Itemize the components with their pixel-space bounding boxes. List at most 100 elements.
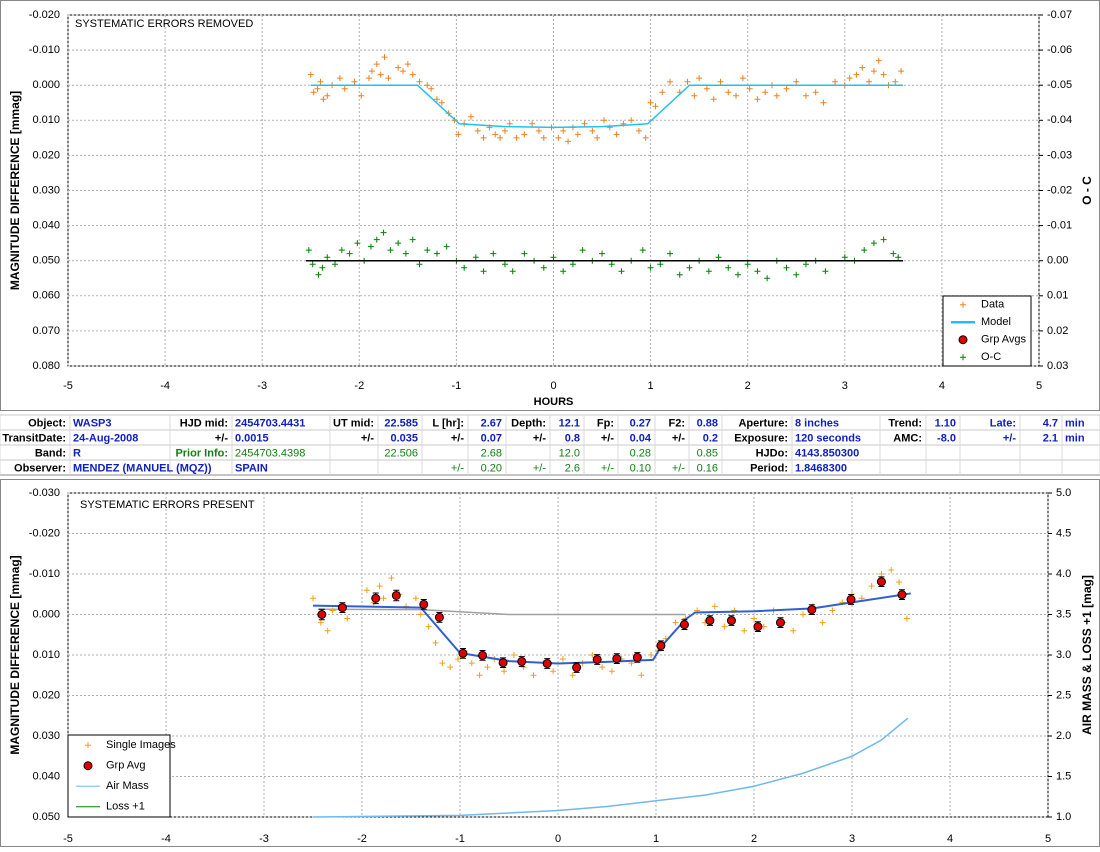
point: [484, 664, 491, 671]
point: [490, 250, 497, 257]
point: [807, 605, 817, 615]
x-tick-label: -4: [161, 833, 171, 845]
point: [754, 268, 761, 275]
point: [829, 607, 836, 614]
y2-tick-label: 2.5: [1056, 689, 1071, 701]
point: [319, 264, 326, 271]
point: [870, 68, 877, 75]
point: [868, 583, 875, 590]
point: [572, 663, 582, 673]
point: [517, 656, 527, 666]
point: [480, 134, 487, 141]
point: [739, 75, 746, 82]
point: [691, 92, 698, 99]
table-cell: 12.1: [559, 417, 580, 429]
x-tick-label: 4: [939, 380, 945, 392]
y2-tick-label: 0.02: [1047, 325, 1068, 337]
y2-tick-label: -0.04: [1047, 114, 1072, 126]
point: [521, 131, 528, 138]
point: [354, 240, 361, 247]
point: [317, 619, 324, 626]
legend-label: Single Images: [106, 739, 176, 751]
point: [305, 247, 312, 254]
y-tick-label: 0.020: [32, 149, 60, 161]
table-cell: L [hr]:: [432, 417, 464, 429]
point: [642, 134, 649, 141]
y2-tick-label: 0.01: [1047, 290, 1068, 302]
point: [559, 656, 566, 663]
point: [395, 64, 402, 71]
y2-tick-label: 1.5: [1056, 770, 1071, 782]
table-cell: +/-: [361, 432, 374, 444]
point: [455, 656, 462, 663]
x-tick-label: -2: [354, 380, 364, 392]
point: [880, 236, 887, 243]
x-tick-label: 2: [751, 833, 757, 845]
point: [599, 664, 606, 671]
point: [433, 250, 440, 257]
series-line: [312, 717, 909, 818]
y2-tick-label: 0.03: [1047, 360, 1068, 372]
point: [542, 659, 552, 669]
point: [711, 603, 718, 610]
point: [307, 71, 314, 78]
table-cell: 0.16: [697, 462, 718, 474]
point: [438, 99, 445, 106]
table-cell: 0.28: [630, 447, 651, 459]
legend-label: Grp Avgs: [981, 334, 1027, 346]
point: [366, 75, 373, 82]
point: [741, 627, 748, 634]
chart-title: SYSTEMATIC ERRORS PRESENT: [80, 499, 255, 511]
point: [754, 96, 761, 103]
table-cell: 2454703.4398: [235, 447, 305, 459]
table-cell: HJD mid:: [180, 417, 228, 429]
y-tick-label: 0.030: [32, 184, 60, 196]
y-tick-label: 0.050: [32, 811, 60, 823]
point: [613, 131, 620, 138]
point: [684, 78, 691, 85]
x-tick-label: 1: [653, 833, 659, 845]
point: [409, 236, 416, 243]
x-tick-label: 0: [555, 833, 561, 845]
y2-axis-label: AIR MASS & LOSS +1 [mag]: [1080, 575, 1094, 735]
table-cell: Aperture:: [738, 417, 788, 429]
point: [717, 78, 724, 85]
table-cell: 2454703.4431: [235, 417, 305, 429]
point: [521, 250, 528, 257]
table-cell: 0.2: [703, 432, 718, 444]
legend-label: Model: [981, 316, 1011, 328]
point: [569, 672, 576, 679]
point: [710, 96, 717, 103]
table-cell: 0.27: [630, 417, 651, 429]
table-cell: MENDEZ (MANUEL (MQZ)): [73, 462, 212, 474]
point: [628, 117, 635, 124]
y-tick-label: -0.020: [29, 9, 60, 21]
table-cell: +/-: [451, 462, 464, 474]
point: [861, 247, 868, 254]
point: [753, 622, 763, 632]
point: [853, 71, 860, 78]
point: [478, 650, 488, 660]
y-tick-label: -0.030: [29, 487, 60, 499]
point: [474, 127, 481, 134]
point: [647, 264, 654, 271]
point: [638, 672, 645, 679]
table-cell: 2.68: [481, 447, 502, 459]
point: [506, 120, 513, 127]
table-cell: 2.6: [565, 462, 580, 474]
table-cell: 22.585: [384, 417, 418, 429]
point: [639, 247, 646, 254]
table-cell: 8 inches: [795, 417, 839, 429]
y-tick-label: 0.020: [32, 689, 60, 701]
point: [433, 96, 440, 103]
point: [377, 71, 384, 78]
table-cell: 4143.850300: [795, 447, 859, 459]
point: [898, 68, 905, 75]
point: [324, 92, 331, 99]
point: [424, 247, 431, 254]
point: [876, 577, 886, 587]
point: [820, 99, 827, 106]
point: [875, 57, 882, 64]
table-cell: 0.0015: [235, 432, 269, 444]
